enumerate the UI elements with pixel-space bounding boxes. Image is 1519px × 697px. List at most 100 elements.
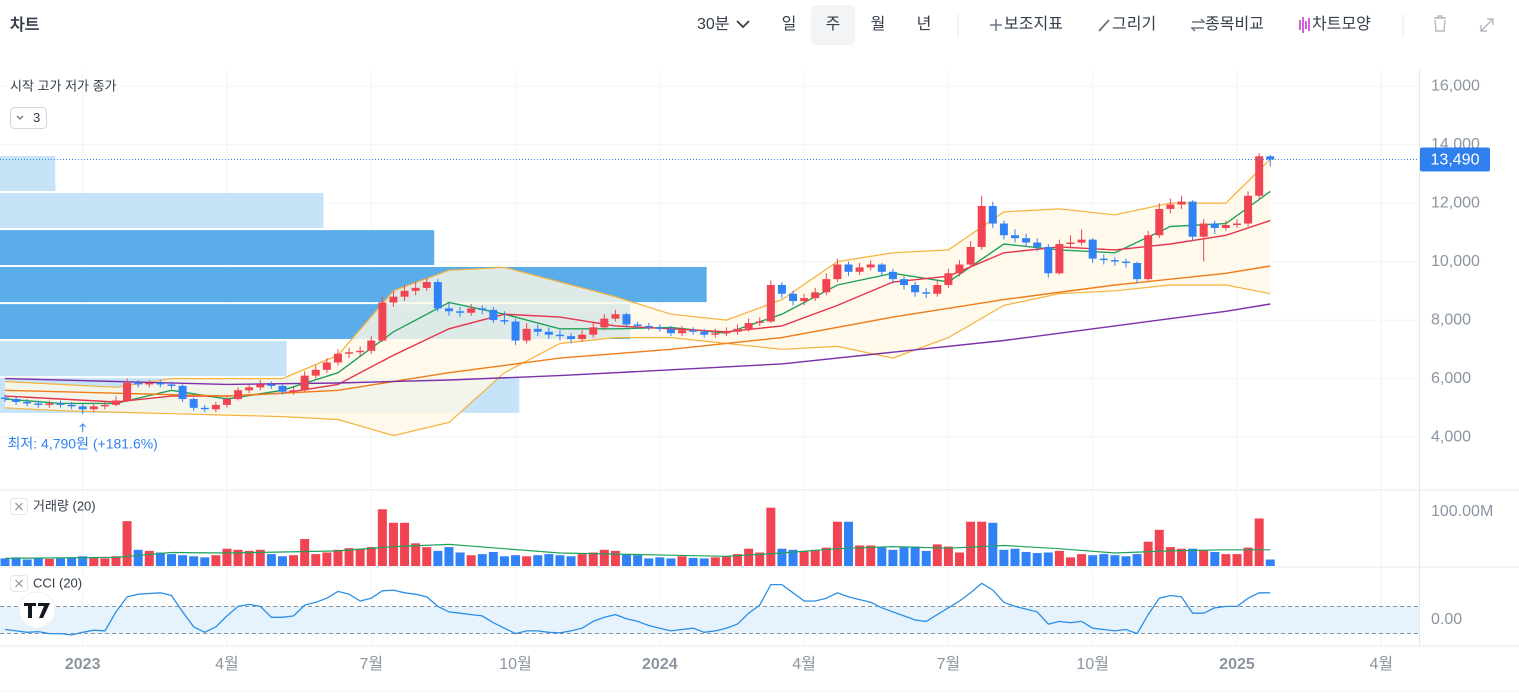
candle-body xyxy=(933,284,942,294)
volume-bar xyxy=(877,547,887,566)
candle-body xyxy=(633,324,642,326)
candle-body xyxy=(0,397,9,400)
x-tick-label: 4월 xyxy=(792,655,816,673)
chevron-icon xyxy=(16,115,24,120)
trash-icon[interactable] xyxy=(1434,15,1446,32)
volume-bar xyxy=(544,554,554,566)
volume-bar xyxy=(533,555,543,566)
y-tick-label: 16,000 xyxy=(1431,77,1480,94)
volume-bar xyxy=(200,557,210,566)
candle-body xyxy=(1177,201,1186,205)
volume-bar xyxy=(943,546,953,566)
candle-body xyxy=(456,311,465,313)
volume-bar xyxy=(422,547,432,566)
volume-bar xyxy=(755,552,765,566)
y-tick-label: 12,000 xyxy=(1431,194,1480,211)
candle-body xyxy=(156,382,165,385)
candle-body xyxy=(1044,246,1053,274)
candle-body xyxy=(23,401,32,404)
volume-bar xyxy=(1165,547,1175,566)
band-fill xyxy=(5,159,1271,436)
tool-button[interactable]: 차트모양 xyxy=(1312,15,1371,33)
close-icon xyxy=(15,502,23,511)
candle-body xyxy=(167,384,176,386)
volume-bar xyxy=(1054,550,1064,566)
volume-bar xyxy=(744,548,754,566)
volume-profile-bar xyxy=(0,340,287,377)
volume-bar xyxy=(33,557,43,566)
volume-bar xyxy=(289,555,299,566)
close-icon xyxy=(15,579,23,588)
volume-bar xyxy=(344,548,354,566)
tool-button[interactable]: 그리기 xyxy=(1112,15,1156,33)
x-tick-label: 10월 xyxy=(499,655,532,673)
volume-bar xyxy=(1210,551,1220,566)
candle-body xyxy=(755,321,764,323)
candle-body xyxy=(45,403,54,405)
pencil-icon xyxy=(1098,19,1110,32)
candle-body xyxy=(134,382,143,385)
tool-button[interactable]: 종목비교 xyxy=(1205,15,1264,33)
candle-body xyxy=(733,328,742,332)
x-tick-label: 7월 xyxy=(937,655,961,673)
candle-body xyxy=(356,350,365,353)
expand-icon[interactable] xyxy=(1480,18,1494,32)
candle-body xyxy=(533,328,542,332)
volume-bar xyxy=(322,552,332,566)
candle-body xyxy=(311,369,320,376)
moving-average xyxy=(4,190,1271,405)
band-lower xyxy=(4,284,1271,437)
candle-body xyxy=(1244,195,1253,224)
candle-body xyxy=(1110,260,1119,262)
candle-body xyxy=(67,404,76,407)
compare-icon xyxy=(1190,18,1206,32)
candle-body xyxy=(999,223,1008,236)
candle-body xyxy=(966,246,975,265)
volume-bar xyxy=(1088,555,1098,566)
overlay: 시작 고가 저가 종가 3 거래량 (20) CCI (20) xyxy=(10,78,117,629)
candle-body xyxy=(1232,223,1241,226)
y-tick-label: 0.00 xyxy=(1431,611,1462,628)
period-button[interactable]: 년 xyxy=(917,15,932,33)
volume-bar xyxy=(400,522,410,566)
volume-bar xyxy=(133,549,143,566)
volume-bar xyxy=(799,550,809,566)
candle-body xyxy=(211,404,220,410)
volume-bar xyxy=(955,552,965,566)
volume-bar xyxy=(277,556,287,566)
candle-body xyxy=(855,267,864,272)
plot-area: 2023 4월 7월 10월 2024 4월 7월 10월 2025 4월 4,000 6,000 8,… xyxy=(0,70,1519,692)
volume-bar xyxy=(300,538,310,566)
interval-button[interactable]: 30분 xyxy=(697,16,730,33)
volume-bar xyxy=(1043,552,1053,566)
volume-bar xyxy=(588,552,598,566)
tool-button[interactable]: 보조지표 xyxy=(1004,15,1063,33)
candle-body xyxy=(433,282,442,309)
candle-body xyxy=(1221,225,1230,228)
period-button[interactable]: 일 xyxy=(782,15,797,33)
volume-bar xyxy=(1176,548,1186,566)
candle-body xyxy=(1010,235,1019,239)
period-button[interactable]: 월 xyxy=(871,15,886,33)
volume-bar xyxy=(644,558,654,566)
candle-body xyxy=(722,331,731,334)
logo-badge xyxy=(18,591,56,629)
candle-body xyxy=(1022,238,1031,243)
candle-body xyxy=(567,336,576,340)
volume-bar xyxy=(89,557,99,566)
candle-body xyxy=(544,331,553,335)
period-button[interactable]: 주 xyxy=(826,16,841,33)
volume-bar xyxy=(766,507,776,566)
candle-body xyxy=(789,293,798,302)
candle-body xyxy=(744,322,753,329)
candle-body xyxy=(555,334,564,337)
min-marker-label: 최저: 4,790원 (+181.6%) xyxy=(8,436,158,452)
candle-body xyxy=(800,298,809,302)
legend-toggle[interactable] xyxy=(10,107,47,129)
candle-body xyxy=(300,375,309,391)
candle-body xyxy=(1155,208,1164,236)
volume-bar xyxy=(1188,548,1198,566)
candle-body xyxy=(988,206,997,224)
logo xyxy=(24,603,50,618)
